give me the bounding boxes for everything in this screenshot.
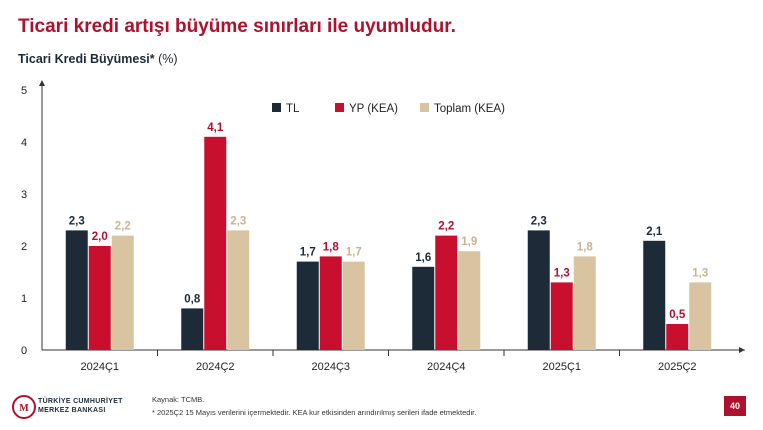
bar xyxy=(666,324,689,350)
bar xyxy=(227,230,250,350)
bar xyxy=(65,230,88,350)
y-tick-label: 0 xyxy=(21,345,27,357)
bar xyxy=(435,235,458,350)
chart-title: Ticari Kredi Büyümesi* (%) xyxy=(18,52,178,66)
y-tick-label: 5 xyxy=(21,85,27,97)
data-label: 1,8 xyxy=(323,241,340,253)
bar xyxy=(296,261,319,350)
legend-label: Toplam (KEA) xyxy=(434,103,505,115)
bar xyxy=(319,256,342,350)
bar xyxy=(458,251,481,350)
page-headline: Ticari kredi artışı büyüme sınırları ile… xyxy=(18,16,456,37)
y-tick-label: 1 xyxy=(21,293,27,305)
bar-chart: 0 1 2 3 4 5 2024Ç1 2,3 2,0 2,2 2024Ç2 0,8 4,1 2,3 2024… xyxy=(21,80,745,373)
page-number-badge: 40 xyxy=(724,396,746,416)
data-label: 1,7 xyxy=(346,247,362,259)
y-tick-label: 3 xyxy=(21,189,27,201)
data-label: 2,2 xyxy=(438,221,454,233)
source-note: Kaynak: TCMB. xyxy=(152,395,205,404)
data-label: 2,3 xyxy=(69,215,85,227)
y-axis-arrow xyxy=(39,80,45,86)
bar xyxy=(573,256,596,350)
data-label: 1,3 xyxy=(554,267,570,279)
data-label: 1,7 xyxy=(300,247,316,259)
bar xyxy=(181,308,204,350)
logo-line-2: MERKEZ BANKASI xyxy=(38,407,106,414)
logo-text: TÜRKİYE CUMHURİYET MERKEZ BANKASI xyxy=(38,397,123,415)
bar xyxy=(689,282,712,350)
data-label: 2,3 xyxy=(531,215,547,227)
data-label: 2,3 xyxy=(230,215,246,227)
chart-title-text: Ticari Kredi Büyümesi* xyxy=(18,52,155,66)
legend-label: YP (KEA) xyxy=(349,103,398,115)
svg-text:M: M xyxy=(19,403,29,414)
y-tick-label: 4 xyxy=(21,137,27,149)
cbrt-logo: M xyxy=(12,395,36,419)
data-label: 0,5 xyxy=(669,309,686,321)
bar xyxy=(204,136,227,350)
x-tick-label: 2024Ç1 xyxy=(80,361,119,373)
legend-swatch xyxy=(420,103,429,112)
data-label: 1,6 xyxy=(415,252,431,264)
x-tick-label: 2025Ç2 xyxy=(658,361,697,373)
bar xyxy=(88,246,111,350)
data-label: 1,8 xyxy=(577,241,594,253)
bar xyxy=(342,261,365,350)
footnote: * 2025Ç2 15 Mayıs verilerini içermektedi… xyxy=(152,408,477,417)
y-tick-label: 2 xyxy=(21,241,27,253)
x-tick-label: 2024Ç2 xyxy=(196,361,235,373)
data-label: 4,1 xyxy=(207,122,224,134)
x-tick-label: 2024Ç3 xyxy=(311,361,350,373)
data-label: 1,3 xyxy=(692,267,708,279)
legend-label: TL xyxy=(286,103,300,115)
data-label: 2,1 xyxy=(646,226,663,238)
x-tick-label: 2025Ç1 xyxy=(542,361,581,373)
legend-swatch xyxy=(335,103,344,112)
chart-title-unit: (%) xyxy=(158,52,178,66)
data-label: 1,9 xyxy=(461,236,477,248)
legend-swatch xyxy=(272,103,281,112)
bar xyxy=(111,235,134,350)
logo-line-1: TÜRKİYE CUMHURİYET xyxy=(38,398,123,405)
bar xyxy=(527,230,550,350)
bar xyxy=(643,240,666,350)
data-label: 2,0 xyxy=(92,231,108,243)
data-label: 0,8 xyxy=(184,293,201,305)
bar xyxy=(550,282,573,350)
x-tick-label: 2024Ç4 xyxy=(427,361,466,373)
bar xyxy=(412,266,435,350)
x-axis-arrow xyxy=(739,347,745,353)
data-label: 2,2 xyxy=(115,221,131,233)
